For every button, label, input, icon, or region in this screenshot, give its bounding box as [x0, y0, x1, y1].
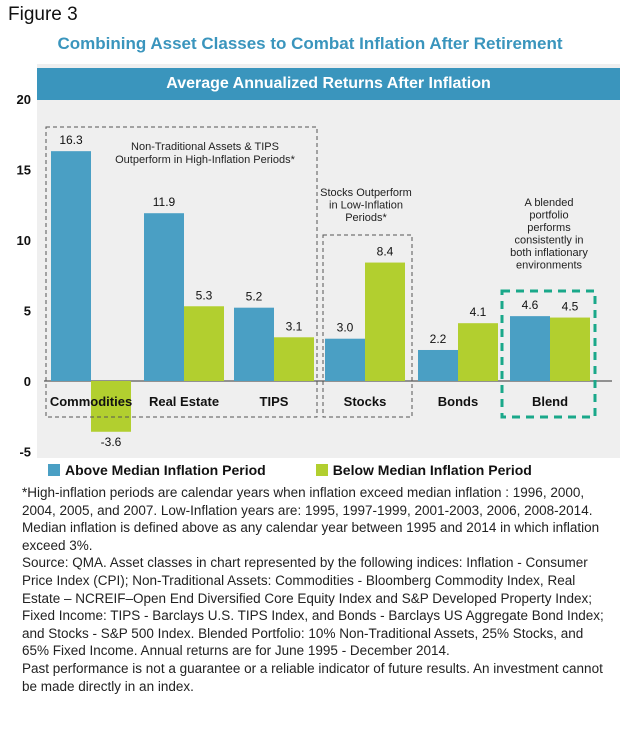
- footnote-disclaimer: Past performance is not a guarantee or a…: [22, 660, 603, 694]
- data-label: 5.2: [246, 290, 263, 304]
- y-tick-label: 20: [17, 92, 31, 107]
- bar-above-tips: [234, 307, 274, 381]
- y-tick-label: 0: [24, 374, 31, 389]
- footnotes: *High-inflation periods are calendar yea…: [22, 484, 612, 695]
- data-label: 8.4: [377, 245, 394, 259]
- stocks-callout-text: Periods*: [345, 212, 387, 224]
- category-label: Stocks: [344, 394, 387, 409]
- stocks-callout-text: Stocks Outperform: [320, 187, 412, 199]
- nontraditional-callout-text: Non-Traditional Assets & TIPS: [131, 141, 279, 153]
- category-label: TIPS: [260, 394, 289, 409]
- legend-item-above: Above Median Inflation Period: [48, 462, 266, 478]
- data-label: 16.3: [59, 133, 83, 147]
- stocks-callout-box: [322, 234, 413, 418]
- category-label: Real Estate: [149, 394, 219, 409]
- blend-highlight-box: [500, 289, 597, 419]
- blend-callout-text: performs: [527, 222, 571, 234]
- bar-above-blend: [510, 316, 550, 381]
- chart-legend: Above Median Inflation Period Below Medi…: [48, 462, 532, 478]
- y-tick-label: -5: [19, 445, 31, 460]
- bar-above-stocks: [325, 338, 365, 381]
- y-tick-label: 15: [17, 163, 31, 178]
- category-label: Blend: [532, 394, 568, 409]
- data-label: 4.5: [562, 300, 579, 314]
- figure-label: Figure 3: [8, 4, 78, 25]
- nontraditional-callout-text: Outperform in High-Inflation Periods*: [115, 154, 295, 166]
- data-label: 4.6: [522, 298, 539, 312]
- category-label: Commodities: [50, 394, 132, 409]
- bar-above-real-estate: [144, 213, 184, 381]
- legend-swatch-above: [48, 464, 60, 476]
- legend-swatch-below: [315, 464, 328, 476]
- y-tick-label: 10: [17, 233, 31, 248]
- data-label: 3.0: [337, 321, 354, 335]
- bar-below-bonds: [458, 323, 498, 381]
- footnote-inflation-periods: *High-inflation periods are calendar yea…: [22, 485, 600, 553]
- legend-label-below: Below Median Inflation Period: [332, 462, 532, 478]
- y-tick-label: 5: [24, 304, 31, 319]
- data-label: 11.9: [153, 195, 176, 209]
- chart-subtitle-banner: Average Annualized Returns After Inflati…: [37, 68, 620, 100]
- legend-label-above: Above Median Inflation Period: [65, 462, 266, 478]
- footnote-source: Source: QMA. Asset classes in chart repr…: [22, 555, 604, 659]
- chart-title: Combining Asset Classes to Combat Inflat…: [57, 34, 563, 53]
- bar-above-bonds: [418, 349, 458, 381]
- blend-callout-text: both inflationary: [510, 247, 588, 259]
- bar-below-blend: [550, 317, 590, 381]
- category-label: Bonds: [438, 394, 478, 409]
- bar-chart: 20 15 10 5 0 -5 16.3 11.9 5.2 3.0 2.2 4.6 -3.6 5.3 3.…: [17, 92, 612, 460]
- stocks-callout-text: in Low-Inflation: [329, 200, 403, 212]
- blend-callout-text: portfolio: [529, 210, 568, 222]
- legend-item-below: Below Median Inflation Period: [315, 462, 532, 478]
- data-label: 3.1: [286, 319, 303, 333]
- data-label: 5.3: [196, 288, 213, 302]
- chart-background: [37, 64, 620, 458]
- blend-callout-text: environments: [516, 260, 583, 272]
- bar-below-real-estate: [184, 306, 224, 381]
- blend-callout-text: A blended: [525, 197, 574, 209]
- blend-callout-text: consistently in: [514, 235, 583, 247]
- bar-below-tips: [274, 337, 314, 381]
- nontraditional-callout-box: [45, 126, 318, 418]
- bar-below-commodities: [91, 381, 131, 432]
- bar-above-commodities: [51, 151, 91, 381]
- bar-below-stocks: [365, 262, 405, 381]
- data-label: 4.1: [470, 305, 487, 319]
- data-label: 2.2: [430, 332, 447, 346]
- data-label: -3.6: [101, 435, 122, 449]
